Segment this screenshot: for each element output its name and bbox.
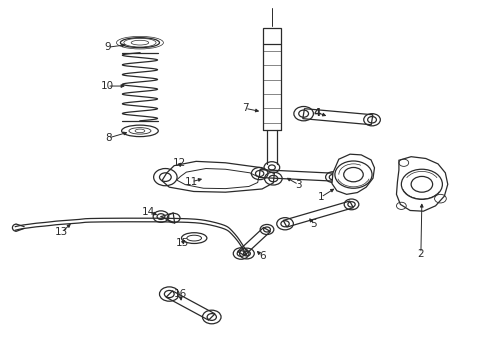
- Text: 2: 2: [417, 248, 424, 258]
- Polygon shape: [176, 168, 259, 189]
- Text: 16: 16: [174, 289, 187, 299]
- Text: 13: 13: [55, 227, 69, 237]
- Ellipse shape: [122, 125, 158, 136]
- Polygon shape: [332, 154, 374, 194]
- Text: 9: 9: [104, 42, 111, 52]
- Ellipse shape: [181, 233, 207, 243]
- Ellipse shape: [121, 38, 159, 48]
- Text: 6: 6: [259, 251, 266, 261]
- Polygon shape: [396, 157, 448, 211]
- Text: 15: 15: [176, 238, 189, 248]
- Text: 1: 1: [318, 192, 324, 202]
- Text: 5: 5: [310, 219, 317, 229]
- Text: 10: 10: [100, 81, 114, 91]
- Text: 4: 4: [314, 108, 321, 118]
- Polygon shape: [162, 161, 274, 192]
- Text: 11: 11: [185, 177, 198, 187]
- Circle shape: [335, 161, 372, 188]
- Text: 7: 7: [242, 103, 248, 113]
- Text: 14: 14: [142, 207, 155, 217]
- Text: 12: 12: [172, 158, 186, 168]
- Circle shape: [401, 169, 442, 199]
- Text: 3: 3: [295, 180, 302, 190]
- Bar: [263, 28, 281, 44]
- Text: 8: 8: [105, 133, 112, 143]
